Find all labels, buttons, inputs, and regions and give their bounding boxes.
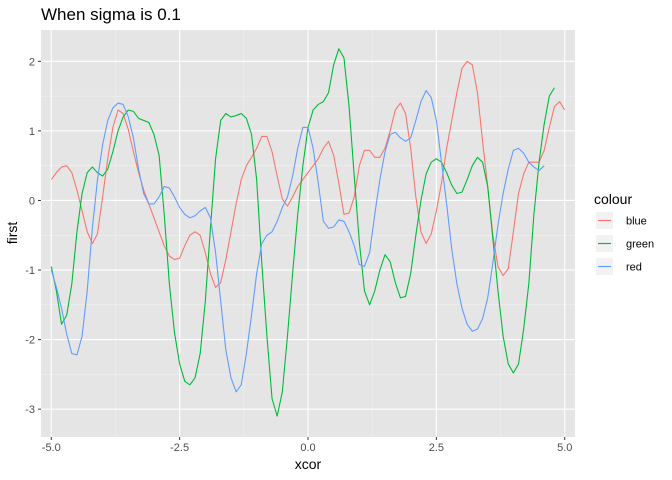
y-tick-label: -1 — [25, 265, 35, 277]
y-tick-label: 1 — [29, 126, 35, 138]
series-line-blue — [50, 60, 566, 288]
legend-label-green: green — [626, 239, 654, 251]
x-axis-title: xcor — [295, 456, 322, 472]
grid-lines — [41, 30, 575, 437]
x-tick-label: 0.0 — [300, 442, 315, 454]
y-tick-label: 2 — [29, 56, 35, 68]
chart-title: When sigma is 0.1 — [41, 5, 181, 24]
y-axis-title: first — [4, 222, 20, 245]
x-tick-label: 2.5 — [429, 442, 444, 454]
x-tick-label: 5.0 — [557, 442, 572, 454]
y-tick-label: -3 — [25, 404, 35, 416]
x-tick-label: -2.5 — [170, 442, 189, 454]
legend-label-blue: blue — [626, 216, 647, 228]
series-line-red — [50, 89, 545, 393]
legend-label-red: red — [626, 262, 642, 274]
legend: colour blue green red — [594, 191, 654, 275]
series-layer — [50, 48, 566, 417]
y-tick-label: 0 — [29, 195, 35, 207]
series-line-green — [50, 48, 555, 417]
x-tick-label: -5.0 — [42, 442, 61, 454]
legend-title: colour — [594, 191, 632, 207]
axis-ticks: -5.0 -2.5 0.0 2.5 5.0 -3 -2 -1 0 1 2 — [25, 56, 572, 454]
y-tick-label: -2 — [25, 335, 35, 347]
